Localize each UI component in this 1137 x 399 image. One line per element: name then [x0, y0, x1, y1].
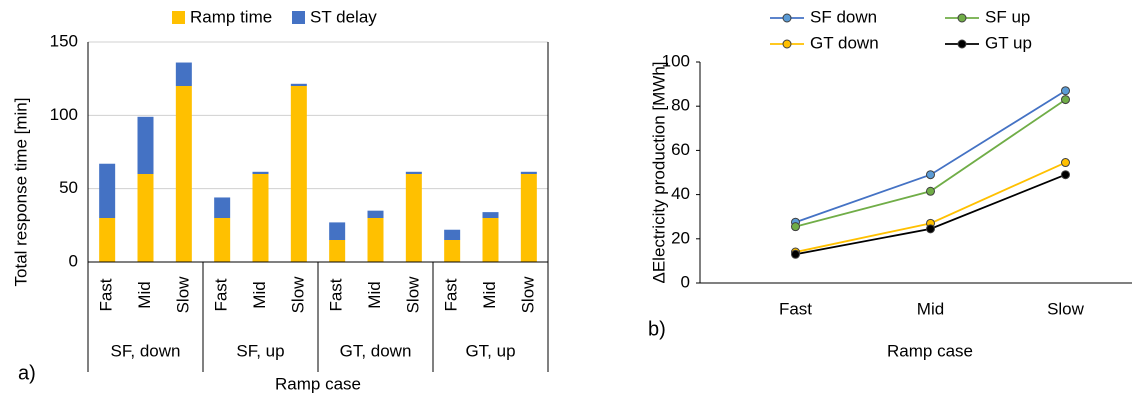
bar-segment	[214, 218, 231, 262]
bar-segment	[99, 163, 116, 218]
y-tick-label: 0	[69, 251, 78, 270]
data-point	[791, 222, 800, 232]
group-label: SF, down	[111, 341, 181, 360]
legend-marker	[782, 13, 792, 23]
x-tick-label: Fast	[212, 278, 231, 311]
group-label: GT, up	[465, 341, 515, 360]
bar-segment	[329, 240, 346, 262]
x-axis-label: Ramp case	[887, 341, 973, 360]
y-tick-label: 0	[681, 272, 690, 291]
y-tick-label: 50	[59, 178, 78, 197]
y-tick-label: 100	[662, 51, 690, 70]
x-tick-label: Slow	[288, 276, 307, 314]
data-point	[926, 186, 935, 196]
bar-segment	[520, 174, 537, 262]
bar-segment	[482, 218, 499, 262]
group-label: GT, down	[340, 341, 412, 360]
x-tick-label: Fast	[97, 278, 116, 311]
series-line	[795, 173, 1066, 256]
bar-segment	[290, 83, 307, 86]
x-tick-label: Fast	[442, 278, 461, 311]
bar-segment	[175, 86, 192, 262]
legend-label: GT up	[985, 33, 1032, 52]
legend-marker	[957, 13, 967, 23]
series-line	[795, 89, 1066, 224]
x-tick-label: Mid	[135, 281, 154, 308]
legend-swatch	[172, 11, 185, 24]
legend-swatch	[292, 11, 305, 24]
legend-label: SF up	[985, 7, 1030, 26]
x-tick-label: Mid	[250, 281, 269, 308]
x-tick-label: Mid	[365, 281, 384, 308]
data-point	[791, 249, 800, 259]
panel-label: b)	[648, 318, 666, 340]
data-point	[1061, 158, 1070, 168]
y-tick-label: 60	[671, 140, 690, 159]
data-point	[1061, 86, 1070, 96]
bar-segment	[175, 62, 192, 86]
group-label: SF, up	[236, 341, 284, 360]
bar-segment	[214, 197, 231, 218]
legend-label: Ramp time	[190, 7, 272, 26]
bar-segment	[137, 174, 154, 262]
legend-marker	[782, 39, 792, 49]
x-tick-label: Slow	[518, 276, 537, 314]
bar-segment	[290, 86, 307, 262]
data-point	[926, 170, 935, 180]
data-point	[926, 224, 935, 234]
bar-segment	[367, 218, 384, 262]
x-tick-label: Slow	[403, 276, 422, 314]
x-tick-label: Slow	[173, 276, 192, 314]
legend-label: SF down	[810, 7, 877, 26]
bar-segment	[367, 210, 384, 218]
legend-label: GT down	[810, 33, 879, 52]
bar-segment	[329, 222, 346, 240]
panel-label: a)	[18, 362, 36, 384]
bar-segment	[444, 240, 461, 262]
y-tick-label: 150	[50, 31, 78, 50]
bar-segment	[405, 174, 422, 262]
legend-label: ST delay	[310, 7, 377, 26]
x-tick-label: Slow	[1047, 299, 1085, 318]
x-tick-label: Fast	[779, 299, 812, 318]
x-axis-label: Ramp case	[275, 374, 361, 393]
y-axis-label: ΔElectricity production [MWh]	[649, 61, 668, 283]
x-tick-label: Mid	[917, 299, 944, 318]
x-tick-label: Mid	[480, 281, 499, 308]
y-tick-label: 20	[671, 228, 690, 247]
legend-marker	[957, 39, 967, 49]
bar-segment	[482, 212, 499, 218]
bar-segment	[252, 174, 269, 262]
y-tick-label: 100	[50, 105, 78, 124]
y-tick-label: 40	[671, 184, 690, 203]
bar-segment	[405, 171, 422, 174]
data-point	[1061, 95, 1070, 105]
bar-segment	[252, 171, 269, 174]
bar-segment	[444, 229, 461, 240]
y-tick-label: 80	[671, 96, 690, 115]
bar-segment	[520, 171, 537, 174]
data-point	[1061, 170, 1070, 180]
x-tick-label: Fast	[327, 278, 346, 311]
bar-segment	[137, 116, 154, 174]
bar-segment	[99, 218, 116, 262]
y-axis-label: Total response time [min]	[11, 98, 30, 287]
